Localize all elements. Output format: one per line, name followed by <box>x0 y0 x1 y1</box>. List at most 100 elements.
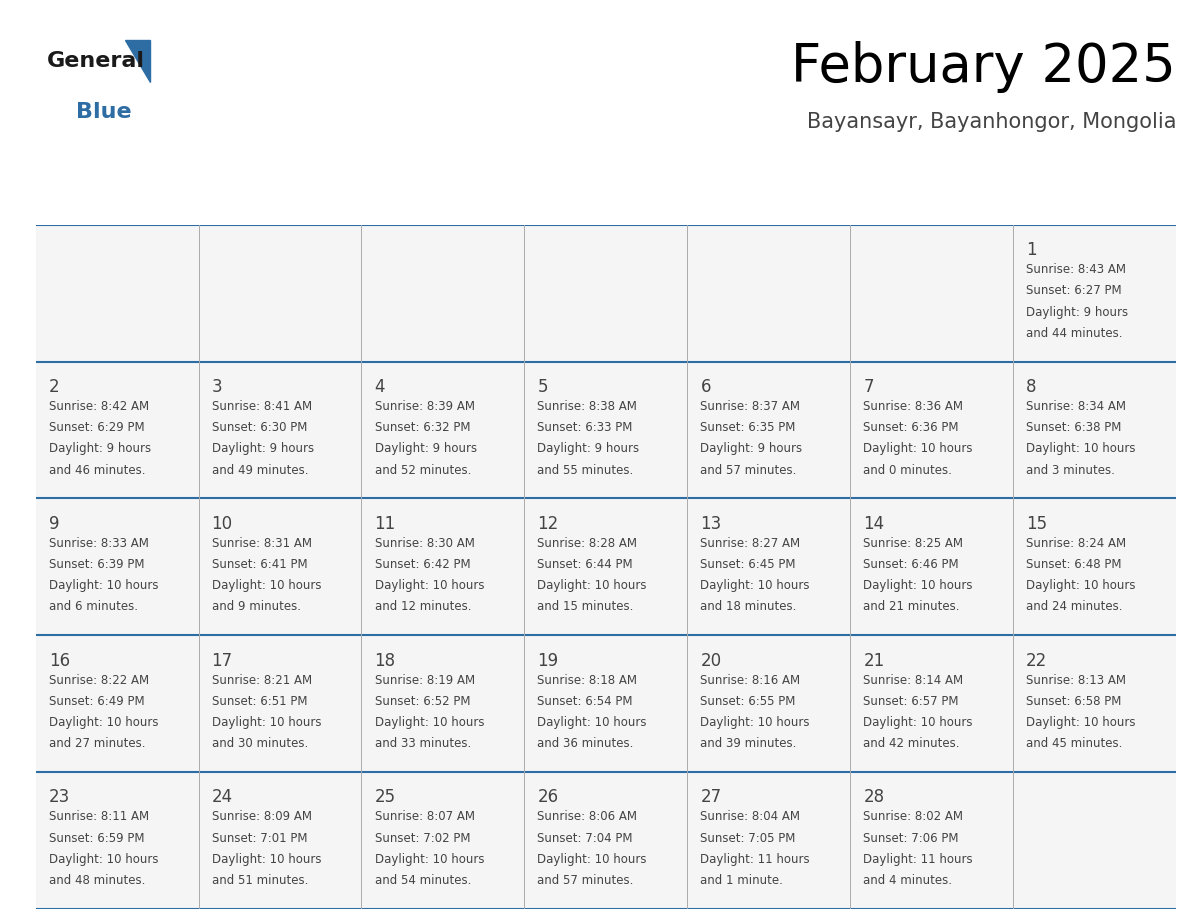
Text: Sunrise: 8:24 AM: Sunrise: 8:24 AM <box>1026 537 1126 550</box>
Text: Sunrise: 8:41 AM: Sunrise: 8:41 AM <box>211 400 311 413</box>
Text: Saturday: Saturday <box>1026 190 1101 208</box>
Text: and 21 minutes.: and 21 minutes. <box>864 600 960 613</box>
Text: 1: 1 <box>1026 241 1037 260</box>
Text: 9: 9 <box>49 515 59 533</box>
Text: Sunrise: 8:37 AM: Sunrise: 8:37 AM <box>701 400 801 413</box>
Text: 12: 12 <box>537 515 558 533</box>
Text: 22: 22 <box>1026 652 1048 670</box>
Text: Sunday: Sunday <box>49 190 110 208</box>
Text: 28: 28 <box>864 789 884 806</box>
Text: Sunrise: 8:04 AM: Sunrise: 8:04 AM <box>701 811 801 823</box>
Text: 16: 16 <box>49 652 70 670</box>
Text: Sunset: 6:48 PM: Sunset: 6:48 PM <box>1026 558 1121 571</box>
Text: 5: 5 <box>537 378 548 397</box>
Text: and 0 minutes.: and 0 minutes. <box>864 464 952 476</box>
Text: and 54 minutes.: and 54 minutes. <box>374 874 470 887</box>
Text: and 57 minutes.: and 57 minutes. <box>701 464 797 476</box>
Text: Sunset: 6:58 PM: Sunset: 6:58 PM <box>1026 695 1121 708</box>
Text: and 27 minutes.: and 27 minutes. <box>49 737 145 750</box>
Text: 6: 6 <box>701 378 710 397</box>
Text: Sunset: 7:06 PM: Sunset: 7:06 PM <box>864 832 959 845</box>
Text: Sunrise: 8:39 AM: Sunrise: 8:39 AM <box>374 400 474 413</box>
Text: Wednesday: Wednesday <box>537 190 633 208</box>
Text: Sunset: 6:30 PM: Sunset: 6:30 PM <box>211 421 307 434</box>
Text: 11: 11 <box>374 515 396 533</box>
Text: Daylight: 9 hours: Daylight: 9 hours <box>49 442 151 455</box>
Text: Bayansayr, Bayanhongor, Mongolia: Bayansayr, Bayanhongor, Mongolia <box>807 112 1176 132</box>
Text: and 57 minutes.: and 57 minutes. <box>537 874 634 887</box>
Text: Daylight: 10 hours: Daylight: 10 hours <box>537 853 647 866</box>
Text: 17: 17 <box>211 652 233 670</box>
Text: Sunset: 6:41 PM: Sunset: 6:41 PM <box>211 558 308 571</box>
Text: Sunset: 7:01 PM: Sunset: 7:01 PM <box>211 832 308 845</box>
Text: and 12 minutes.: and 12 minutes. <box>374 600 470 613</box>
Text: Sunset: 6:44 PM: Sunset: 6:44 PM <box>537 558 633 571</box>
Text: and 52 minutes.: and 52 minutes. <box>374 464 470 476</box>
Text: 3: 3 <box>211 378 222 397</box>
Text: and 44 minutes.: and 44 minutes. <box>1026 327 1123 340</box>
Text: and 4 minutes.: and 4 minutes. <box>864 874 953 887</box>
Text: Sunset: 6:49 PM: Sunset: 6:49 PM <box>49 695 144 708</box>
Text: Sunrise: 8:28 AM: Sunrise: 8:28 AM <box>537 537 638 550</box>
Text: and 48 minutes.: and 48 minutes. <box>49 874 145 887</box>
Text: Sunset: 6:54 PM: Sunset: 6:54 PM <box>537 695 633 708</box>
Text: Daylight: 10 hours: Daylight: 10 hours <box>537 579 647 592</box>
Text: Monday: Monday <box>211 190 277 208</box>
Text: Daylight: 11 hours: Daylight: 11 hours <box>701 853 810 866</box>
Text: Sunrise: 8:42 AM: Sunrise: 8:42 AM <box>49 400 148 413</box>
Text: Sunset: 6:38 PM: Sunset: 6:38 PM <box>1026 421 1121 434</box>
Text: Sunset: 6:45 PM: Sunset: 6:45 PM <box>701 558 796 571</box>
Text: Sunrise: 8:22 AM: Sunrise: 8:22 AM <box>49 674 148 687</box>
Text: Sunrise: 8:11 AM: Sunrise: 8:11 AM <box>49 811 148 823</box>
Text: and 30 minutes.: and 30 minutes. <box>211 737 308 750</box>
Text: 13: 13 <box>701 515 721 533</box>
Text: Sunrise: 8:31 AM: Sunrise: 8:31 AM <box>211 537 311 550</box>
Text: Tuesday: Tuesday <box>374 190 442 208</box>
Text: Sunrise: 8:38 AM: Sunrise: 8:38 AM <box>537 400 637 413</box>
Text: Daylight: 10 hours: Daylight: 10 hours <box>49 579 158 592</box>
Text: Daylight: 10 hours: Daylight: 10 hours <box>374 579 484 592</box>
Text: and 45 minutes.: and 45 minutes. <box>1026 737 1123 750</box>
Text: Sunset: 7:05 PM: Sunset: 7:05 PM <box>701 832 796 845</box>
Text: Daylight: 10 hours: Daylight: 10 hours <box>374 716 484 729</box>
Text: Sunset: 6:57 PM: Sunset: 6:57 PM <box>864 695 959 708</box>
Text: and 36 minutes.: and 36 minutes. <box>537 737 634 750</box>
Text: 4: 4 <box>374 378 385 397</box>
Text: 10: 10 <box>211 515 233 533</box>
Text: Sunrise: 8:25 AM: Sunrise: 8:25 AM <box>864 537 963 550</box>
Text: Sunset: 6:55 PM: Sunset: 6:55 PM <box>701 695 796 708</box>
Text: Sunrise: 8:21 AM: Sunrise: 8:21 AM <box>211 674 311 687</box>
Text: 23: 23 <box>49 789 70 806</box>
Text: Sunrise: 8:13 AM: Sunrise: 8:13 AM <box>1026 674 1126 687</box>
Text: and 15 minutes.: and 15 minutes. <box>537 600 634 613</box>
Text: 15: 15 <box>1026 515 1048 533</box>
Text: Daylight: 10 hours: Daylight: 10 hours <box>701 579 810 592</box>
Text: Daylight: 10 hours: Daylight: 10 hours <box>211 579 321 592</box>
Text: Daylight: 11 hours: Daylight: 11 hours <box>864 853 973 866</box>
Text: February 2025: February 2025 <box>791 41 1176 93</box>
Text: 2: 2 <box>49 378 59 397</box>
Text: Sunrise: 8:36 AM: Sunrise: 8:36 AM <box>864 400 963 413</box>
Text: Daylight: 10 hours: Daylight: 10 hours <box>374 853 484 866</box>
Text: Sunset: 6:36 PM: Sunset: 6:36 PM <box>864 421 959 434</box>
Text: and 46 minutes.: and 46 minutes. <box>49 464 145 476</box>
Text: Sunrise: 8:07 AM: Sunrise: 8:07 AM <box>374 811 474 823</box>
Text: and 49 minutes.: and 49 minutes. <box>211 464 308 476</box>
Text: and 6 minutes.: and 6 minutes. <box>49 600 138 613</box>
Text: Sunrise: 8:27 AM: Sunrise: 8:27 AM <box>701 537 801 550</box>
Text: 8: 8 <box>1026 378 1037 397</box>
Text: Sunrise: 8:02 AM: Sunrise: 8:02 AM <box>864 811 963 823</box>
Text: 27: 27 <box>701 789 721 806</box>
Text: Sunset: 6:35 PM: Sunset: 6:35 PM <box>701 421 796 434</box>
Text: Daylight: 10 hours: Daylight: 10 hours <box>701 716 810 729</box>
Text: Sunset: 6:42 PM: Sunset: 6:42 PM <box>374 558 470 571</box>
Text: Daylight: 10 hours: Daylight: 10 hours <box>537 716 647 729</box>
Text: and 18 minutes.: and 18 minutes. <box>701 600 797 613</box>
Text: 25: 25 <box>374 789 396 806</box>
Text: 18: 18 <box>374 652 396 670</box>
Text: Sunset: 6:46 PM: Sunset: 6:46 PM <box>864 558 959 571</box>
Text: 24: 24 <box>211 789 233 806</box>
Text: Daylight: 10 hours: Daylight: 10 hours <box>211 853 321 866</box>
Text: Blue: Blue <box>76 102 131 122</box>
Text: Sunset: 6:27 PM: Sunset: 6:27 PM <box>1026 285 1121 297</box>
